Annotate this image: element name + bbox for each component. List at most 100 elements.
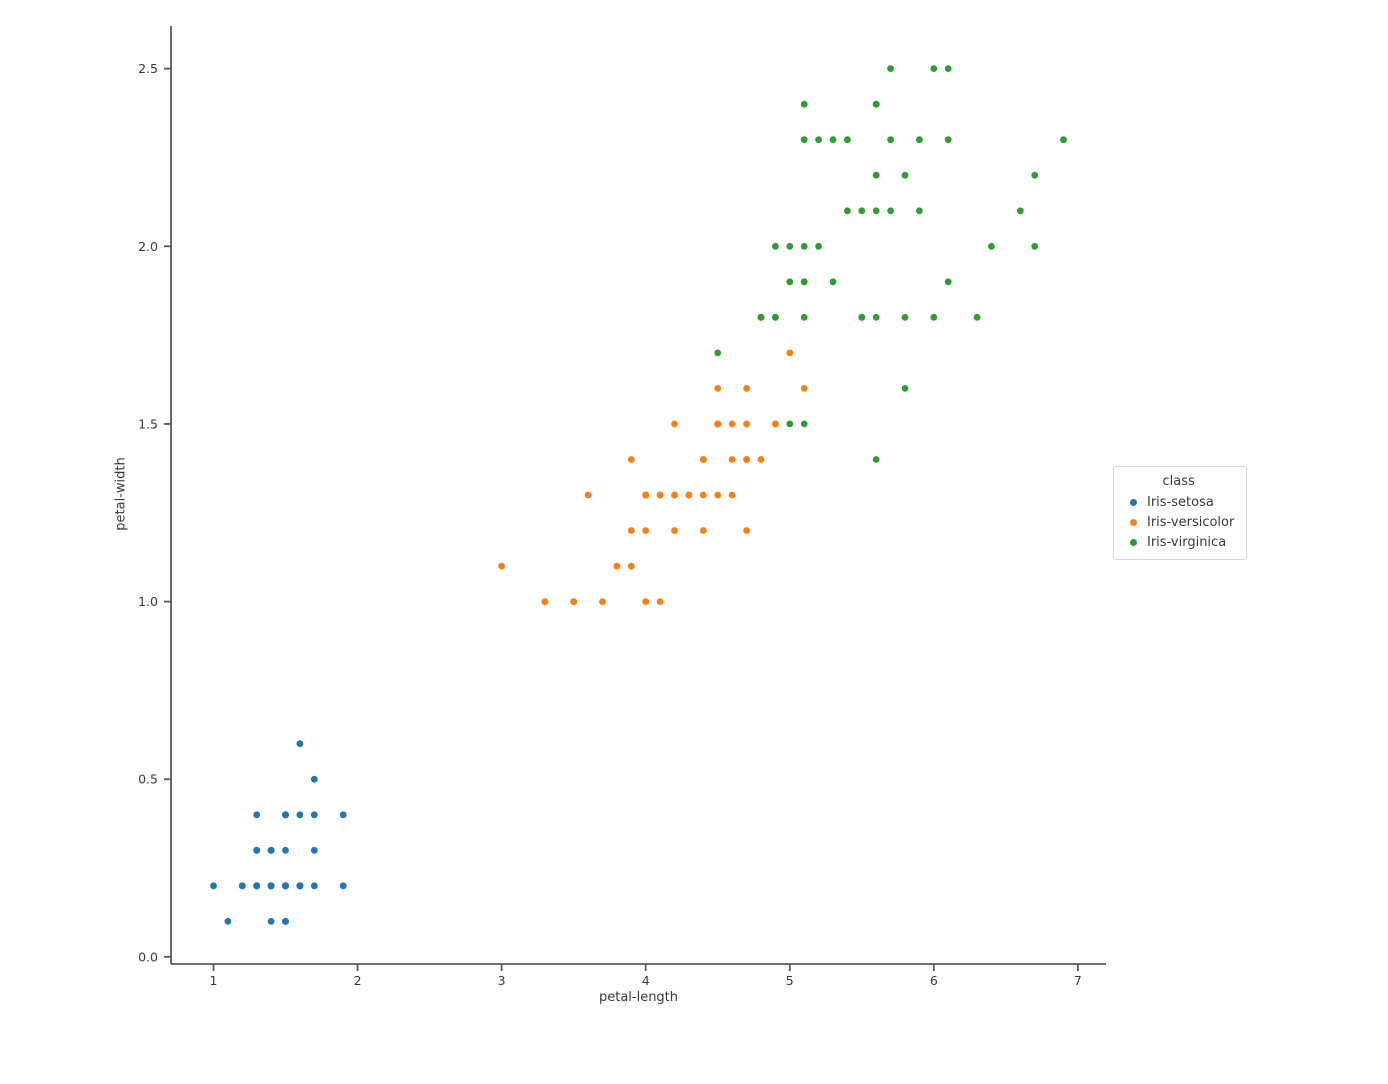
x-tick-label: 4 [642, 973, 650, 988]
legend-item-iris-setosa: Iris-setosa [1123, 492, 1234, 512]
data-point [238, 882, 246, 890]
data-point [253, 882, 261, 890]
x-tick-label: 1 [210, 973, 218, 988]
data-point [627, 527, 635, 534]
data-point [714, 385, 722, 392]
data-point [310, 846, 318, 854]
data-point [844, 207, 851, 215]
x-tick-label: 7 [1074, 973, 1082, 988]
data-point [282, 882, 289, 890]
data-point [699, 491, 707, 499]
points-iris-versicolor [498, 313, 808, 605]
legend-item-iris-versicolor: Iris-versicolor [1123, 512, 1234, 532]
data-point [743, 385, 750, 392]
y-tick-label: 0.5 [138, 772, 158, 787]
data-point [498, 562, 505, 570]
x-tick-label: 5 [786, 973, 794, 988]
data-point [570, 598, 578, 605]
data-point [310, 882, 318, 890]
x-tick-label: 2 [354, 973, 362, 988]
y-axis-ticks: 0.0 0.5 1.0 1.5 2.0 2.5 [138, 61, 171, 964]
data-point [757, 313, 765, 321]
data-point [296, 740, 304, 748]
legend-marker-icon [1130, 538, 1137, 546]
data-point [872, 313, 880, 321]
data-point [685, 491, 693, 499]
data-point [800, 385, 808, 392]
data-point [944, 65, 952, 72]
x-tick-label: 3 [498, 973, 506, 988]
data-point [310, 775, 318, 783]
data-point [800, 420, 808, 428]
data-point [887, 136, 894, 144]
data-point [786, 349, 794, 357]
legend-item-label: Iris-virginica [1147, 534, 1227, 550]
data-point [671, 527, 678, 534]
data-point [267, 882, 275, 890]
legend-item-label: Iris-versicolor [1147, 514, 1235, 530]
data-point [973, 313, 981, 321]
data-point [699, 456, 707, 463]
data-point [656, 491, 664, 499]
data-point [267, 918, 275, 925]
data-point [728, 420, 736, 428]
y-tick-label: 0.0 [138, 949, 158, 964]
data-point [930, 313, 938, 321]
data-point [829, 278, 837, 286]
data-point [584, 491, 592, 499]
data-point [642, 527, 650, 534]
legend-marker-icon [1130, 498, 1137, 506]
data-point [627, 456, 635, 463]
data-point [642, 598, 650, 605]
data-point [800, 100, 808, 108]
data-point [1031, 242, 1039, 250]
data-point [786, 242, 794, 250]
data-point [1016, 207, 1024, 215]
data-point [858, 207, 866, 215]
data-point [901, 313, 909, 321]
data-point [844, 136, 851, 144]
data-point [772, 242, 779, 250]
data-point [339, 811, 347, 819]
legend-title: class [1162, 474, 1195, 489]
data-point [772, 313, 779, 321]
data-point [1060, 136, 1067, 144]
data-point [901, 171, 909, 179]
data-point [267, 846, 275, 854]
data-point [714, 420, 722, 428]
legend-item-iris-virginica: Iris-virginica [1123, 532, 1234, 552]
data-point [743, 527, 750, 534]
data-point [772, 420, 779, 428]
data-point [224, 918, 232, 925]
data-point [786, 420, 794, 428]
data-point [728, 456, 736, 463]
data-point [786, 278, 794, 286]
data-point [800, 242, 808, 250]
legend-item-label: Iris-setosa [1147, 494, 1214, 510]
data-point [296, 811, 304, 819]
data-point [988, 242, 995, 250]
data-point [541, 598, 549, 605]
data-point [930, 65, 938, 72]
y-tick-label: 2.0 [138, 239, 158, 254]
data-point [310, 811, 318, 819]
data-point [887, 207, 894, 215]
data-point [1031, 171, 1039, 179]
data-point [282, 918, 289, 925]
data-point [613, 562, 621, 570]
data-point [829, 136, 837, 144]
data-point [210, 882, 217, 890]
data-point [872, 171, 880, 179]
data-point [714, 491, 722, 499]
data-point [815, 136, 822, 144]
x-axis-label: petal-length [598, 990, 679, 1005]
legend: class Iris-setosa Iris-versicolor Iris-v… [1113, 466, 1248, 560]
data-point [800, 313, 808, 321]
y-tick-label: 1.0 [138, 594, 158, 609]
data-point [627, 562, 635, 570]
data-point [872, 100, 880, 108]
data-point [253, 811, 261, 819]
legend-marker-icon [1130, 518, 1137, 526]
